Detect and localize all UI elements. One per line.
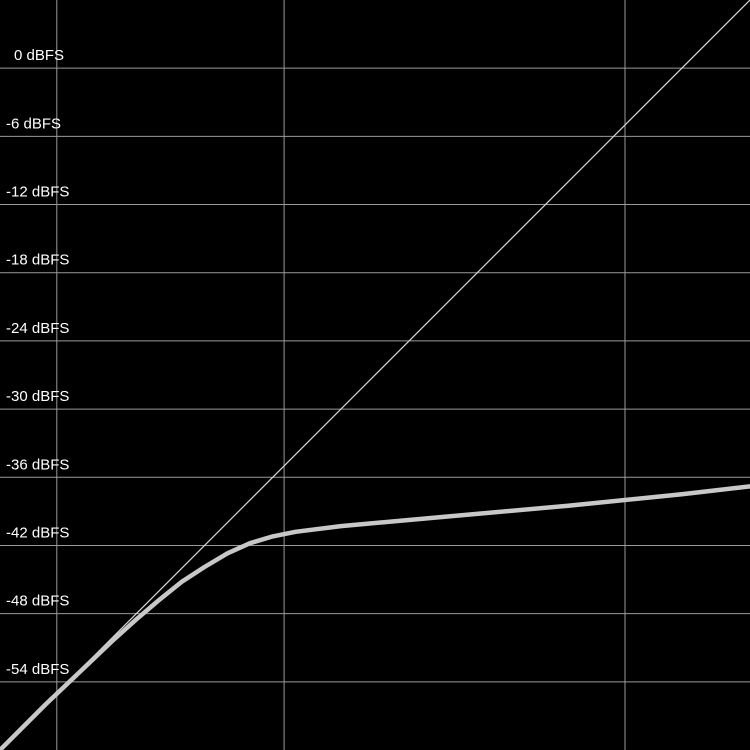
y-tick-label: -42 dBFS: [6, 524, 69, 541]
y-tick-label: 0 dBFS: [14, 47, 64, 64]
y-tick-label: -36 dBFS: [6, 456, 69, 473]
y-tick-label: -18 dBFS: [6, 252, 69, 269]
transfer-curve-line: [0, 484, 750, 750]
y-tick-label: -48 dBFS: [6, 593, 69, 610]
y-tick-label: -54 dBFS: [6, 661, 69, 678]
y-tick-label: -24 dBFS: [6, 320, 69, 337]
y-tick-label: -6 dBFS: [6, 115, 61, 132]
tick-label-layer: 0 dBFS -6 dBFS -12 dBFS -18 dBFS -24 dBFS -30…: [6, 47, 69, 678]
y-tick-label: -30 dBFS: [6, 388, 69, 405]
y-tick-label: -12 dBFS: [6, 184, 69, 201]
